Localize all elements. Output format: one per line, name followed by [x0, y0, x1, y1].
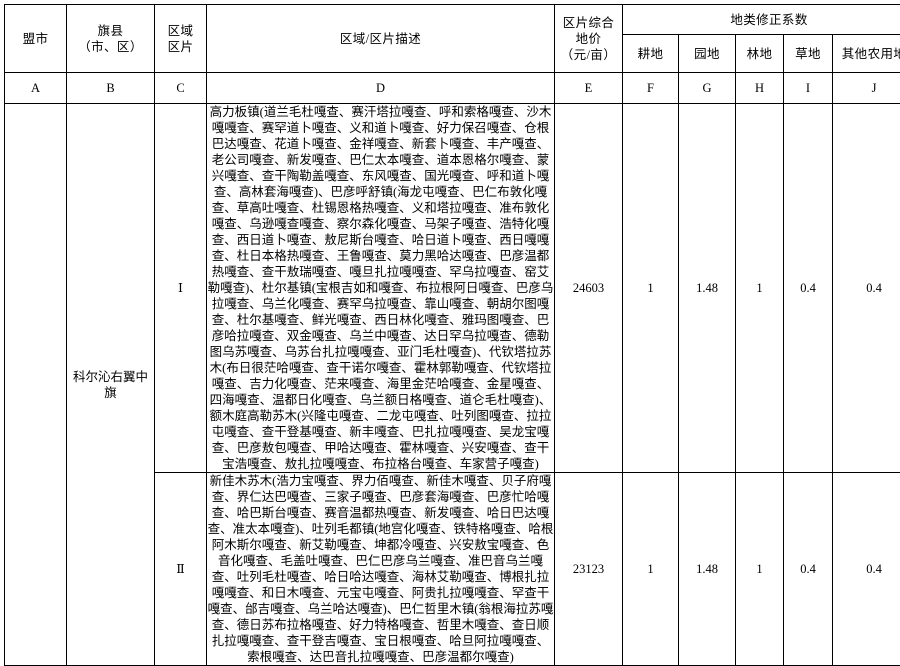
column-letter-row: A B C D E F G H I J	[5, 73, 900, 104]
column-letter-f: F	[623, 73, 679, 104]
cell-cultivated-coefficient: 1	[623, 104, 679, 473]
cell-grass-coefficient: 0.4	[784, 104, 833, 473]
document-sheet: 盟市 旗县 （市、区） 区域 区片 区域/区片描述 区片综合 地价 （元/亩） …	[0, 0, 900, 635]
header-price-line3: （元/亩）	[555, 47, 622, 63]
cell-garden-coefficient: 1.48	[679, 104, 736, 473]
cell-garden-coefficient: 1.48	[679, 473, 736, 666]
cell-other-coefficient: 0.4	[833, 473, 900, 666]
column-letter-j: J	[833, 73, 900, 104]
header-region-line2: 区片	[155, 39, 206, 55]
column-letter-c: C	[155, 73, 207, 104]
cell-cultivated-coefficient: 1	[623, 473, 679, 666]
header-other-agricultural-land: 其他农用地	[833, 35, 900, 73]
column-letter-d: D	[207, 73, 555, 104]
header-forest-land: 林地	[736, 35, 784, 73]
cell-description: 新佳木苏木(浩力宝嘎查、界力佰嘎查、新佳木嘎查、贝子府嘎查、界仁达巴嘎查、三家子…	[207, 473, 555, 666]
header-coefficient-group: 地类修正系数	[623, 5, 900, 35]
cell-description: 高力板镇(道兰毛杜嘎查、赛汗塔拉嘎查、呼和索格嘎查、沙木嘎嘎查、赛罕道卜嘎查、义…	[207, 104, 555, 473]
cell-comprehensive-price: 24603	[555, 104, 623, 473]
cell-other-coefficient: 0.4	[833, 104, 900, 473]
column-letter-e: E	[555, 73, 623, 104]
column-letter-g: G	[679, 73, 736, 104]
header-grass-land: 草地	[784, 35, 833, 73]
header-region: 区域 区片	[155, 5, 207, 73]
cell-comprehensive-price: 23123	[555, 473, 623, 666]
header-comprehensive-price: 区片综合 地价 （元/亩）	[555, 5, 623, 73]
cell-county-name: 科尔沁右翼中旗	[67, 104, 155, 666]
header-price-line1: 区片综合	[555, 15, 622, 31]
column-letter-i: I	[784, 73, 833, 104]
column-letter-a: A	[5, 73, 67, 104]
header-price-line2: 地价	[555, 31, 622, 47]
header-county-line2: （市、区）	[67, 39, 154, 55]
header-description: 区域/区片描述	[207, 5, 555, 73]
column-letter-b: B	[67, 73, 155, 104]
header-region-line1: 区域	[155, 23, 206, 39]
cell-forest-coefficient: 1	[736, 104, 784, 473]
table-row: 科尔沁右翼中旗 Ⅰ 高力板镇(道兰毛杜嘎查、赛汗塔拉嘎查、呼和索格嘎查、沙木嘎嘎…	[5, 104, 900, 473]
column-letter-h: H	[736, 73, 784, 104]
header-row-titles: 盟市 旗县 （市、区） 区域 区片 区域/区片描述 区片综合 地价 （元/亩） …	[5, 5, 900, 35]
cell-league-city	[5, 104, 67, 666]
cell-forest-coefficient: 1	[736, 473, 784, 666]
header-county-line1: 旗县	[67, 23, 154, 39]
header-garden-land: 园地	[679, 35, 736, 73]
cell-grass-coefficient: 0.4	[784, 473, 833, 666]
cell-region-code: Ⅰ	[155, 104, 207, 473]
header-cultivated-land: 耕地	[623, 35, 679, 73]
land-price-table: 盟市 旗县 （市、区） 区域 区片 区域/区片描述 区片综合 地价 （元/亩） …	[4, 4, 900, 666]
header-league-city: 盟市	[5, 5, 67, 73]
header-county: 旗县 （市、区）	[67, 5, 155, 73]
cell-region-code: Ⅱ	[155, 473, 207, 666]
